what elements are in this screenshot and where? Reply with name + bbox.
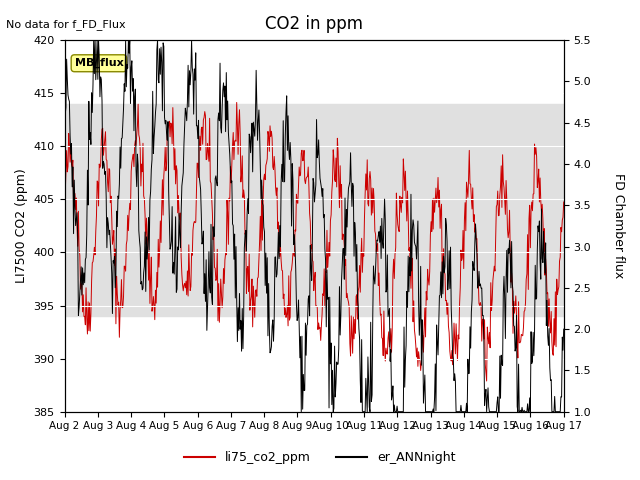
Text: MB_flux: MB_flux — [74, 58, 124, 68]
Text: No data for f_FD_Flux: No data for f_FD_Flux — [6, 19, 126, 30]
Y-axis label: FD Chamber flux: FD Chamber flux — [612, 173, 625, 278]
Title: CO2 in ppm: CO2 in ppm — [265, 15, 363, 33]
Legend: li75_co2_ppm, er_ANNnight: li75_co2_ppm, er_ANNnight — [179, 446, 461, 469]
Bar — [65, 104, 564, 316]
Y-axis label: LI7500 CO2 (ppm): LI7500 CO2 (ppm) — [15, 168, 28, 283]
